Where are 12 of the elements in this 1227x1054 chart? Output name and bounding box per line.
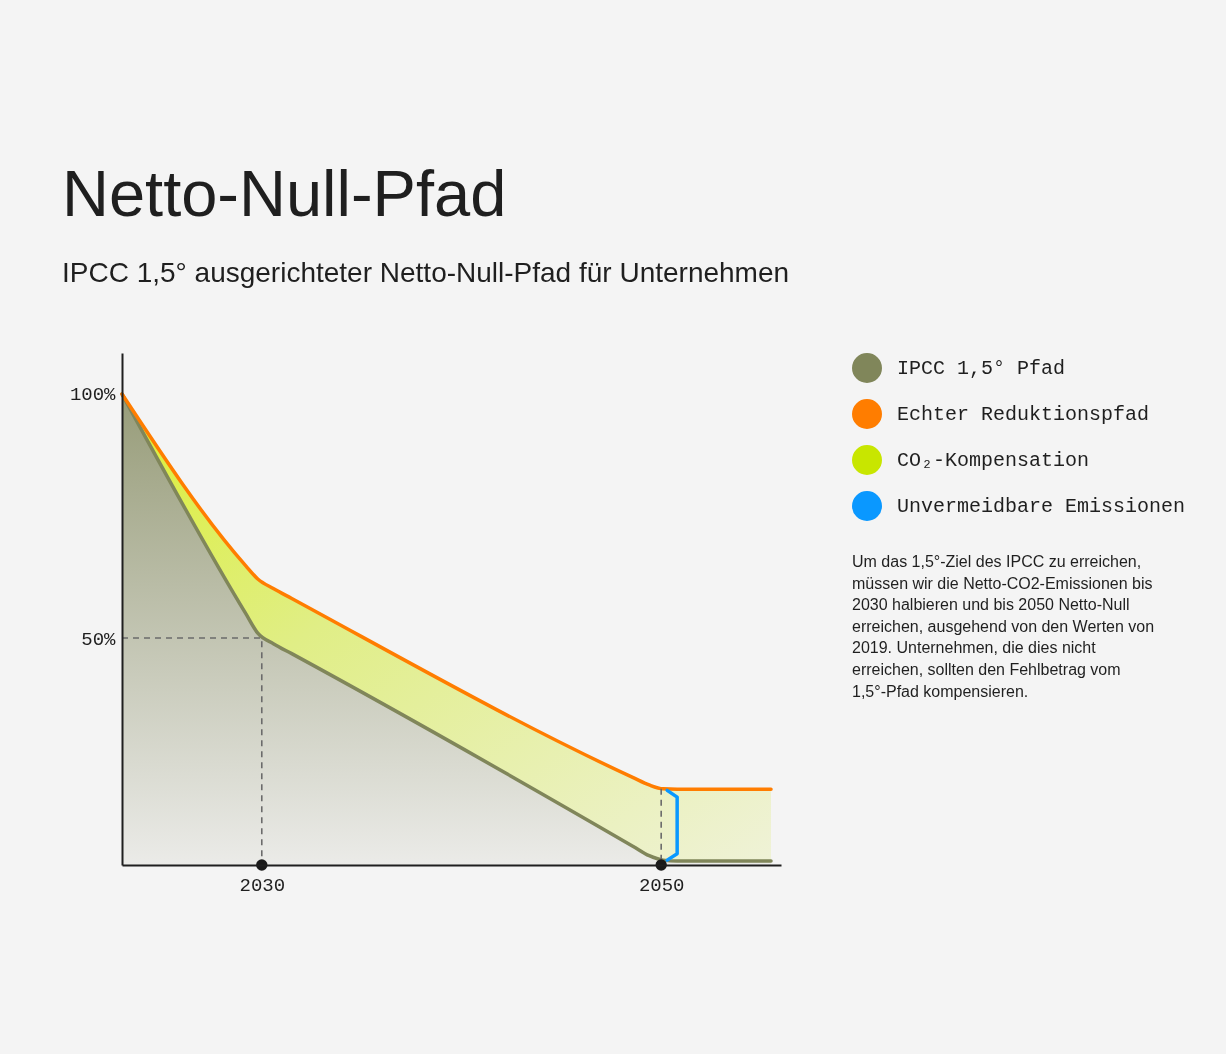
- text: Um das 1,5°-Ziel des IPCC zu erreichen, müssen wir die Netto-CO2-Emissionen bis 2030 halbieren und bis 2050 Netto-Null erreichen, ausgehend von den Werten von 2019. Unternehmen, die dies nicht erreichen, sollten den Fehlbetrag vom 1,5°-Pfad kompensieren.: [852, 553, 1155, 700]
- chart-title: Netto-Null-Pfad: [62, 157, 507, 230]
- legend-label: Echter Reduktionspfad: [897, 403, 1150, 426]
- x-tick-label: 2050: [638, 874, 685, 897]
- y-tick-label: 100%: [69, 384, 117, 407]
- legend-label: Unvermeidbare Emissionen: [897, 495, 1186, 518]
- y-tick-label: 50%: [81, 628, 117, 651]
- x-tick-label: 2030: [239, 874, 286, 897]
- legend-label: CO₂-Kompensation: [897, 449, 1090, 472]
- chart-subtitle: IPCC 1,5° ausgerichteter Netto-Null-Pfad für Unternehmen: [62, 257, 790, 288]
- line-series: [120, 392, 773, 792]
- legend-label: IPCC 1,5° Pfad: [897, 357, 1066, 380]
